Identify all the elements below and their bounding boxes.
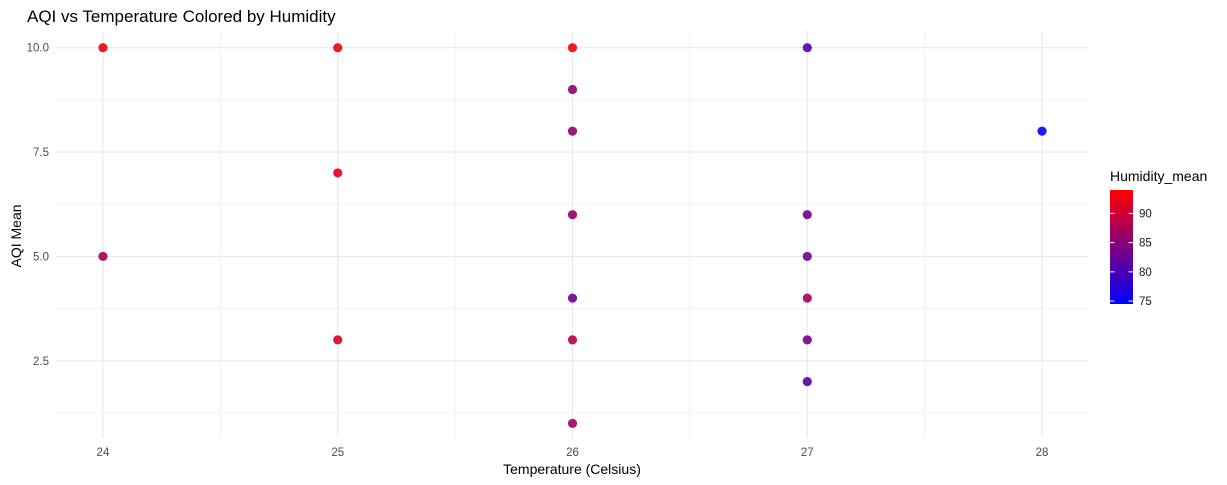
data-point bbox=[98, 251, 108, 262]
legend-title: Humidity_mean bbox=[1110, 168, 1207, 184]
x-tick-label: 24 bbox=[97, 447, 110, 459]
legend-tick-label: 90 bbox=[1139, 208, 1152, 220]
y-tick-label: 5.0 bbox=[33, 251, 49, 263]
x-tick-label: 27 bbox=[801, 447, 814, 459]
data-point bbox=[802, 377, 812, 387]
y-tick-label: 7.5 bbox=[33, 147, 49, 159]
y-axis-ticks: 2.5 5.0 7.5 10.0 bbox=[27, 43, 49, 368]
data-point bbox=[802, 251, 812, 262]
data-point bbox=[567, 84, 578, 95]
data-point bbox=[333, 335, 343, 345]
data-point bbox=[333, 43, 343, 53]
data-point bbox=[98, 43, 108, 53]
y-axis-title: AQI Mean bbox=[8, 204, 24, 267]
data-points bbox=[98, 43, 1047, 428]
x-tick-label: 26 bbox=[566, 447, 579, 459]
x-tick-label: 28 bbox=[1036, 447, 1049, 459]
data-point bbox=[567, 418, 578, 428]
legend-tick-label: 80 bbox=[1139, 267, 1152, 279]
chart-title: AQI vs Temperature Colored by Humidity bbox=[27, 7, 336, 26]
legend-tick-label: 75 bbox=[1139, 296, 1152, 308]
legend-ticks: 75 80 85 90 bbox=[1110, 208, 1152, 308]
x-axis-title: Temperature (Celsius) bbox=[503, 461, 641, 477]
data-point bbox=[802, 335, 812, 345]
data-point bbox=[567, 43, 578, 53]
x-tick-label: 25 bbox=[331, 447, 344, 459]
y-tick-label: 2.5 bbox=[33, 356, 49, 368]
legend-colorbar bbox=[1110, 190, 1133, 304]
data-point bbox=[567, 126, 578, 136]
legend-tick-label: 85 bbox=[1139, 238, 1152, 250]
color-legend: Humidity_mean 75 80 85 90 bbox=[1110, 168, 1207, 308]
data-point bbox=[802, 43, 812, 53]
y-tick-label: 10.0 bbox=[27, 43, 49, 55]
data-point bbox=[567, 335, 578, 345]
data-point bbox=[802, 210, 812, 220]
data-point bbox=[567, 293, 578, 303]
data-point bbox=[333, 168, 343, 178]
data-point bbox=[1037, 126, 1047, 136]
data-point bbox=[802, 293, 812, 303]
data-point bbox=[567, 210, 578, 220]
x-axis-ticks: 24 25 26 27 28 bbox=[97, 447, 1049, 459]
